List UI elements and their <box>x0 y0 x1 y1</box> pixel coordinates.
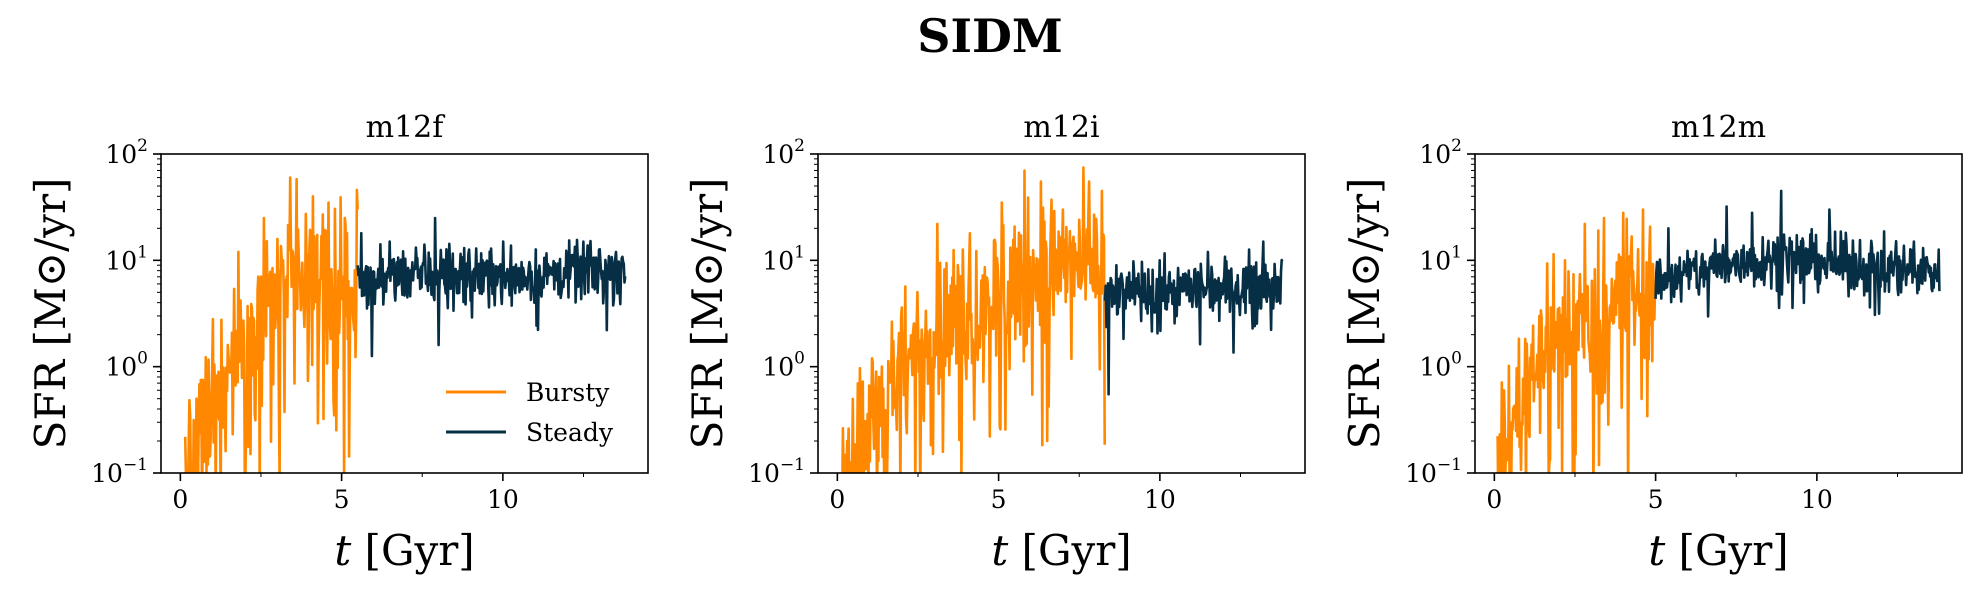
series-line-bursty <box>1496 208 1657 473</box>
panel-title: m12i <box>1023 110 1099 145</box>
panel-m12f: 0 5 10 10−1 100 101 102 m12f t [Gyr] SFR [M⊙/yr] B… <box>26 110 649 575</box>
y-tick-label: 102 <box>1419 136 1462 169</box>
y-tick-label: 10−1 <box>1405 455 1462 488</box>
x-tick-label: 5 <box>1648 485 1664 514</box>
x-tick-label: 0 <box>829 485 845 514</box>
y-axis-label: SFR [M⊙/yr] <box>1340 178 1389 450</box>
x-axis-label: t [Gyr] <box>991 526 1131 575</box>
y-tick-label: 101 <box>762 242 805 275</box>
x-axis-label: t [Gyr] <box>1648 526 1788 575</box>
plot-lines <box>183 176 627 473</box>
x-tick-label: 10 <box>1801 485 1833 514</box>
series-line-bursty <box>183 176 359 473</box>
y-tick-label: 100 <box>105 349 148 382</box>
y-axis-label: SFR [M⊙/yr] <box>26 178 75 450</box>
axes-frame <box>160 153 649 474</box>
plot-lines <box>1496 189 1941 473</box>
series-line-steady <box>356 216 627 358</box>
x-tick-label: 0 <box>1486 485 1502 514</box>
x-tick-label: 5 <box>334 485 350 514</box>
axes-frame <box>1474 153 1963 474</box>
x-axis-label: t [Gyr] <box>334 526 474 575</box>
figure-suptitle: SIDM <box>917 9 1063 63</box>
series-line-bursty <box>841 166 1106 473</box>
x-tick-label: 5 <box>991 485 1007 514</box>
y-axis-label: SFR [M⊙/yr] <box>683 178 732 450</box>
y-tick-label: 101 <box>105 242 148 275</box>
series-line-steady <box>1103 240 1284 396</box>
y-tick-label: 102 <box>105 136 148 169</box>
series-line-steady <box>1654 189 1941 318</box>
panel-title: m12m <box>1671 110 1766 145</box>
axes-frame <box>817 153 1306 474</box>
y-tick-label: 10−1 <box>748 455 805 488</box>
x-tick-label: 10 <box>487 485 519 514</box>
y-tick-label: 100 <box>762 349 805 382</box>
x-tick-label: 0 <box>172 485 188 514</box>
panel-m12i: 0 5 10 10−1 100 101 102 m12i t [Gyr] SFR [M⊙/yr] <box>683 110 1306 575</box>
x-tick-label: 10 <box>1144 485 1176 514</box>
y-tick-label: 10−1 <box>91 455 148 488</box>
y-tick-label: 101 <box>1419 242 1462 275</box>
y-tick-label: 100 <box>1419 349 1462 382</box>
panel-title: m12f <box>366 110 446 145</box>
legend-label-bursty: Bursty <box>526 378 610 407</box>
plot-lines <box>841 166 1284 473</box>
legend-label-steady: Steady <box>526 418 614 447</box>
y-tick-label: 102 <box>762 136 805 169</box>
panel-m12m: 0 5 10 10−1 100 101 102 m12m t [Gyr] SFR [M⊙/yr] <box>1340 110 1963 575</box>
